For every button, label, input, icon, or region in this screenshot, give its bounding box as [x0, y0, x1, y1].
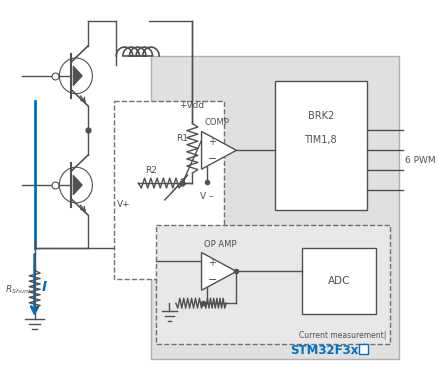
Text: TIM1,8: TIM1,8 [304, 135, 337, 146]
Text: V+: V+ [117, 200, 131, 209]
Text: −: − [208, 275, 217, 285]
Text: 6 PWM: 6 PWM [405, 156, 436, 165]
Bar [155, 225, 389, 344]
Bar [151, 56, 399, 359]
Polygon shape [73, 175, 82, 195]
Text: $\mathit{R}_{Shunt}$: $\mathit{R}_{Shunt}$ [5, 283, 32, 296]
Text: Current measurement|: Current measurement| [300, 331, 387, 340]
Text: +Vdd: +Vdd [179, 101, 204, 110]
Text: +: + [208, 259, 216, 269]
Text: OP AMP: OP AMP [204, 240, 237, 249]
Polygon shape [73, 66, 82, 86]
Text: STM32F3xx: STM32F3xx [290, 344, 366, 357]
Polygon shape [201, 131, 237, 169]
Bar [275, 81, 367, 210]
Text: −: − [208, 154, 217, 164]
Text: V –: V – [200, 192, 213, 201]
Bar [114, 101, 224, 279]
Polygon shape [201, 253, 237, 290]
Text: BRK2: BRK2 [307, 110, 334, 121]
Text: R1: R1 [176, 134, 188, 143]
Text: COMP: COMP [204, 118, 229, 128]
Bar [302, 248, 376, 314]
Text: +: + [208, 138, 216, 147]
Text: ADC: ADC [328, 276, 350, 286]
Text: R2: R2 [145, 166, 157, 175]
Text: I: I [42, 280, 47, 294]
Bar [359, 344, 368, 354]
